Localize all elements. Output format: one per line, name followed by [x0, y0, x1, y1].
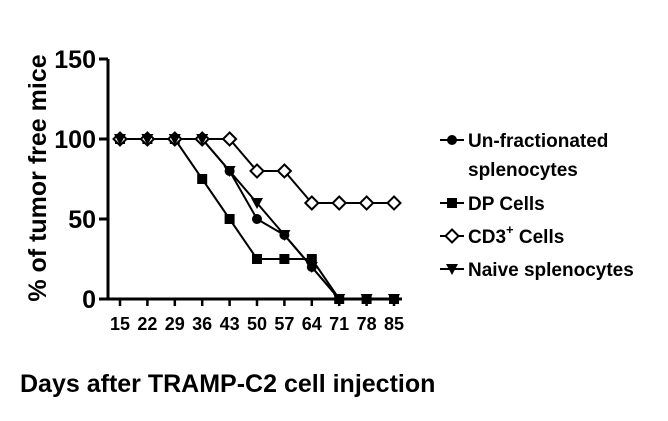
series-3-point-50	[251, 198, 263, 209]
series-3-point-22	[141, 134, 154, 145]
x-tick-label-85: 85	[384, 314, 404, 334]
series-3-point-43	[223, 166, 236, 177]
x-tick-label-78: 78	[357, 314, 377, 334]
y-tick-label-0: 0	[82, 286, 96, 314]
y-tick-label-100: 100	[54, 126, 96, 154]
series-2-point-64	[303, 195, 320, 211]
series-1-point-57	[279, 254, 290, 264]
series-2-point-71	[331, 195, 348, 211]
series-2-point-57	[276, 163, 293, 179]
series-2-point-78	[358, 195, 375, 211]
series-2-point-85	[386, 195, 402, 211]
x-tick-label-22: 22	[137, 314, 157, 334]
legend-label-1: DP Cells	[468, 194, 545, 215]
series-3-point-36	[196, 134, 209, 145]
legend-layer: Un-fractionated splenocytes DP Cells CD3+ C…	[440, 131, 634, 281]
series-3-point-64	[305, 262, 318, 273]
legend-marker-1	[447, 198, 457, 208]
x-tick-label-71: 71	[329, 314, 349, 334]
series-0-point-50	[252, 214, 262, 224]
series-1-point-50	[252, 254, 262, 264]
legend-label-3: Naive splenocytes	[468, 260, 634, 281]
series-3-point-57	[278, 230, 291, 241]
legend-label-2: CD3+ Cells	[468, 222, 564, 248]
x-tick-label-64: 64	[302, 314, 322, 334]
series-2-point-43	[221, 131, 238, 147]
x-tick-label-15: 15	[110, 314, 130, 334]
legend-marker-0	[447, 135, 457, 145]
y-axis-title: % of tumor free mice	[24, 54, 52, 301]
series-1-point-43	[224, 214, 235, 224]
axes-layer: 0 50 100 150 15 22 29 36 43 50 57 64 71 78 85	[54, 46, 404, 334]
x-tick-label-50: 50	[247, 314, 267, 334]
x-axis-title: Days after TRAMP-C2 cell injection	[20, 370, 435, 398]
series-3-point-29	[168, 134, 181, 145]
x-tick-label-57: 57	[274, 314, 294, 334]
series-1-point-36	[197, 174, 208, 184]
series-3-point-15	[114, 134, 126, 145]
legend-marker-2	[444, 228, 460, 244]
series-3-point-71	[333, 294, 346, 305]
x-tick-label-43: 43	[220, 314, 240, 334]
x-tick-label-29: 29	[165, 314, 185, 334]
series-3-point-78	[360, 294, 373, 305]
series-2-point-50	[249, 163, 265, 179]
legend-label-0: Un-fractionated splenocytes	[468, 131, 608, 181]
legend-marker-3	[446, 264, 458, 275]
y-tick-label-150: 150	[54, 46, 96, 74]
series-3-point-85	[388, 294, 400, 305]
series-layer	[112, 131, 402, 305]
series-1-point-64	[306, 254, 317, 264]
y-tick-label-50: 50	[68, 206, 96, 234]
x-tick-label-36: 36	[192, 314, 212, 334]
